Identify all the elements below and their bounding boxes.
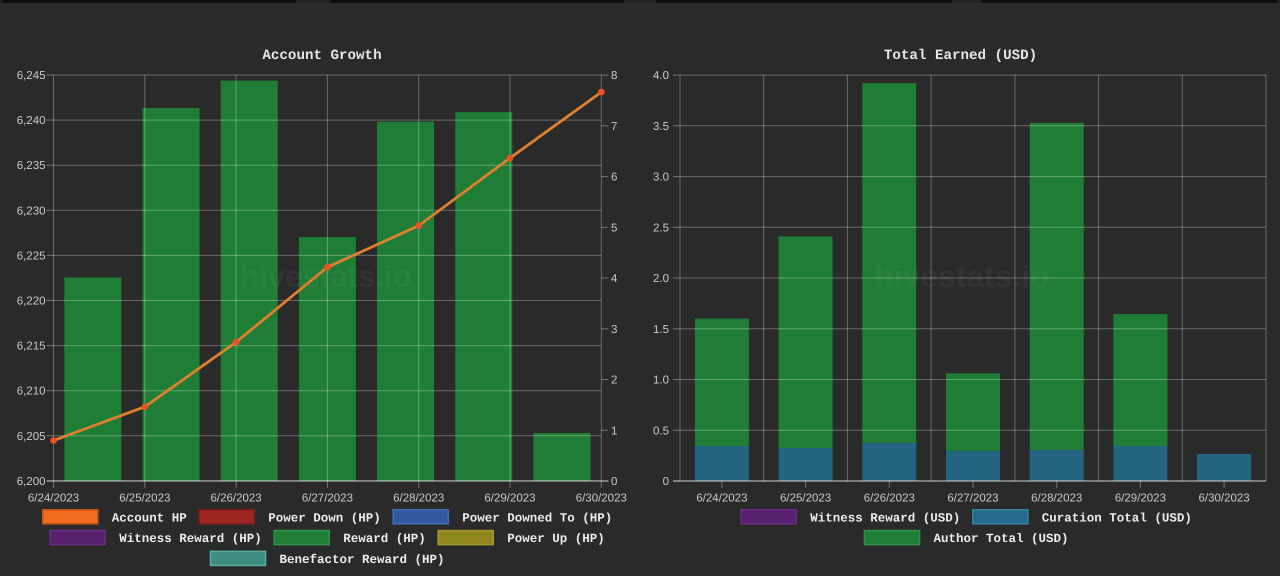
svg-text:6,240: 6,240 bbox=[17, 115, 46, 127]
svg-text:6,235: 6,235 bbox=[17, 160, 46, 172]
svg-text:Benefactor Reward (HP): Benefactor Reward (HP) bbox=[280, 553, 445, 567]
svg-text:Account Growth: Account Growth bbox=[262, 48, 381, 64]
svg-text:5: 5 bbox=[611, 222, 617, 234]
svg-text:Account HP: Account HP bbox=[112, 511, 187, 525]
svg-text:6/30/2023: 6/30/2023 bbox=[1199, 493, 1250, 505]
svg-text:1.5: 1.5 bbox=[653, 324, 669, 336]
svg-text:2: 2 bbox=[611, 375, 617, 387]
svg-text:7: 7 bbox=[611, 121, 617, 133]
svg-text:6/25/2023: 6/25/2023 bbox=[780, 493, 831, 505]
svg-text:2.0: 2.0 bbox=[653, 273, 669, 285]
svg-text:6/26/2023: 6/26/2023 bbox=[211, 493, 262, 505]
svg-text:8: 8 bbox=[611, 70, 617, 82]
svg-text:Curation Total (USD): Curation Total (USD) bbox=[1042, 511, 1192, 525]
svg-text:6/30/2023: 6/30/2023 bbox=[576, 493, 627, 505]
svg-text:0: 0 bbox=[611, 476, 617, 488]
svg-text:Total Earned (USD): Total Earned (USD) bbox=[884, 48, 1037, 64]
svg-text:6/28/2023: 6/28/2023 bbox=[1031, 493, 1082, 505]
svg-text:0.5: 0.5 bbox=[653, 425, 669, 437]
svg-text:6,200: 6,200 bbox=[17, 476, 46, 488]
svg-text:6,230: 6,230 bbox=[17, 205, 46, 217]
svg-text:hivestats.io: hivestats.io bbox=[875, 259, 1050, 294]
svg-text:Power Downed To (HP): Power Downed To (HP) bbox=[462, 511, 612, 525]
svg-text:0: 0 bbox=[663, 476, 669, 488]
svg-text:6/24/2023: 6/24/2023 bbox=[696, 493, 747, 505]
svg-text:6,215: 6,215 bbox=[17, 341, 46, 353]
svg-text:6/26/2023: 6/26/2023 bbox=[864, 493, 915, 505]
svg-text:6,245: 6,245 bbox=[17, 70, 46, 82]
svg-text:1: 1 bbox=[611, 425, 617, 437]
svg-text:Witness Reward (USD): Witness Reward (USD) bbox=[810, 511, 960, 525]
svg-text:6,205: 6,205 bbox=[17, 431, 46, 443]
svg-text:Power Up (HP): Power Up (HP) bbox=[507, 532, 605, 546]
svg-text:6/29/2023: 6/29/2023 bbox=[484, 493, 535, 505]
svg-text:Power Down (HP): Power Down (HP) bbox=[268, 511, 381, 525]
svg-text:6/27/2023: 6/27/2023 bbox=[947, 493, 998, 505]
svg-text:6,220: 6,220 bbox=[17, 296, 46, 308]
svg-text:Witness Reward (HP): Witness Reward (HP) bbox=[119, 532, 262, 546]
svg-text:6,210: 6,210 bbox=[17, 386, 46, 398]
svg-text:6: 6 bbox=[611, 172, 617, 184]
svg-text:Reward (HP): Reward (HP) bbox=[343, 532, 426, 546]
svg-text:3.5: 3.5 bbox=[653, 121, 669, 133]
svg-text:4.0: 4.0 bbox=[653, 70, 669, 82]
svg-text:4: 4 bbox=[611, 273, 618, 285]
svg-text:Author Total (USD): Author Total (USD) bbox=[934, 532, 1069, 546]
svg-text:3: 3 bbox=[611, 324, 617, 336]
svg-text:6/24/2023: 6/24/2023 bbox=[28, 493, 79, 505]
svg-text:6/28/2023: 6/28/2023 bbox=[393, 493, 444, 505]
svg-text:1.0: 1.0 bbox=[653, 375, 669, 387]
svg-text:3.0: 3.0 bbox=[653, 172, 669, 184]
svg-text:2.5: 2.5 bbox=[653, 222, 669, 234]
svg-text:6/25/2023: 6/25/2023 bbox=[119, 493, 170, 505]
svg-text:6/29/2023: 6/29/2023 bbox=[1115, 493, 1166, 505]
svg-text:6/27/2023: 6/27/2023 bbox=[302, 493, 353, 505]
svg-text:6,225: 6,225 bbox=[17, 250, 46, 262]
